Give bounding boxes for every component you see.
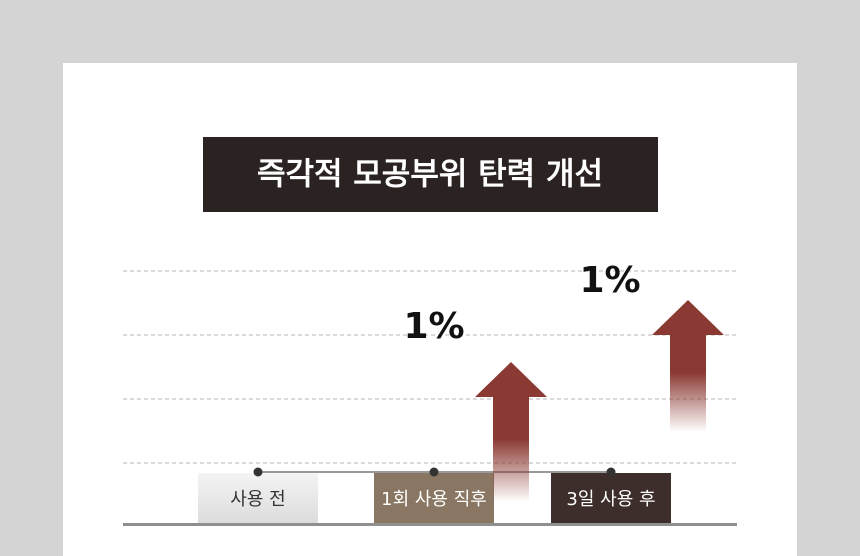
stage-dot (606, 467, 616, 477)
improvement-label: 1% (579, 260, 640, 301)
stage-label: 3일 사용 후 (566, 489, 655, 510)
stage-dot (429, 467, 439, 477)
stage-dot (253, 467, 263, 477)
stage-label: 사용 전 (230, 489, 285, 510)
arrow (652, 300, 724, 432)
title-box (203, 137, 658, 212)
arrow (475, 362, 547, 502)
improvement-label: 1% (403, 306, 464, 347)
stage-box (551, 473, 671, 524)
stage-label: 1회 사용 직후 (381, 489, 487, 510)
guide-lines (123, 270, 737, 464)
stage-box (198, 473, 318, 524)
stage-box (374, 473, 494, 524)
title: 즉각적 모공부위 탄력 개선 (257, 157, 603, 193)
